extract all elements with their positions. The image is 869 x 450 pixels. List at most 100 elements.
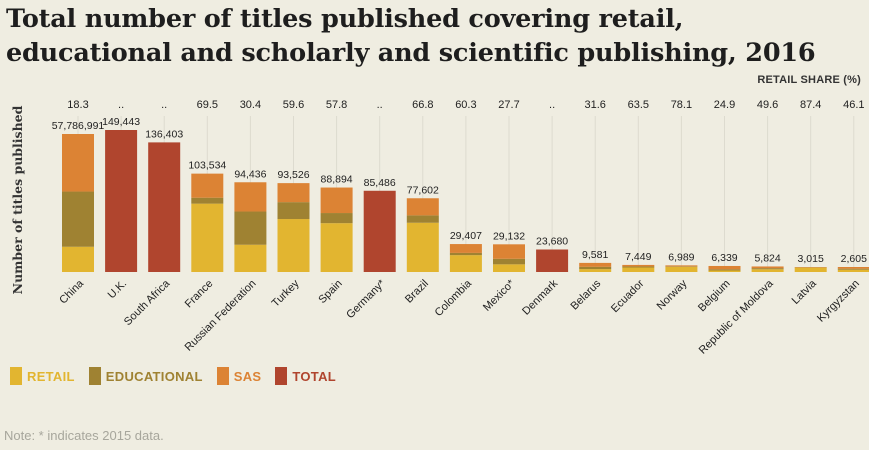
legend: RETAIL EDUCATIONAL SAS TOTAL <box>10 367 350 385</box>
total-label-france: 103,534 <box>188 160 226 172</box>
share-label-denmark: .. <box>549 99 555 111</box>
category-label-turkey: Turkey <box>270 277 302 309</box>
share-label-south-africa: .. <box>161 99 167 111</box>
chart-title-line-2: educational and scholarly and scientific… <box>6 38 816 68</box>
bar-sas-russian-federation <box>234 182 267 212</box>
bar-sas-belarus <box>579 262 612 267</box>
bar-total-germany <box>363 190 396 272</box>
category-label-u-k: U.K. <box>106 278 130 302</box>
bar-educational-spain <box>320 213 353 224</box>
legend-swatch-sas <box>216 367 229 385</box>
total-label-republic-of-moldova: 5,824 <box>754 252 780 264</box>
share-label-kyrgyzstan: 46.1 <box>843 99 864 111</box>
bar-educational-kyrgyzstan <box>837 268 869 270</box>
total-label-belgium: 6,339 <box>711 252 737 264</box>
total-label-latvia: 3,015 <box>798 253 824 265</box>
bar-retail-turkey <box>277 219 310 272</box>
category-label-china: China <box>57 277 86 306</box>
total-label-china: 57,786,991 <box>52 120 105 132</box>
bar-total-south-africa <box>148 142 181 272</box>
bar-educational-mexico <box>493 258 525 265</box>
bar-educational-colombia <box>449 252 482 256</box>
bar-sas-france <box>191 173 224 198</box>
category-label-france: France <box>183 278 216 311</box>
bar-sas-belgium <box>708 265 741 270</box>
bar-sas-ecuador <box>622 264 655 267</box>
share-label-turkey: 59.6 <box>283 99 304 111</box>
bar-retail-brazil <box>406 222 439 272</box>
legend-item-retail: RETAIL <box>10 367 75 385</box>
legend-label-sas: SAS <box>233 368 262 384</box>
legend-swatch-retail <box>10 367 22 385</box>
legend-item-sas: SAS <box>216 367 262 385</box>
bar-retail-colombia <box>449 255 482 272</box>
bar-sas-mexico <box>493 244 525 259</box>
bar-educational-turkey <box>277 202 310 220</box>
bar-retail-kyrgyzstan <box>837 269 869 272</box>
bar-retail-belgium <box>708 270 741 272</box>
bar-educational-france <box>191 197 224 204</box>
chart-title-line-1: Total number of titles published coverin… <box>6 4 684 34</box>
category-label-russian-federation: Russian Federation <box>183 278 259 354</box>
bar-educational-belarus <box>579 266 612 270</box>
share-label-republic-of-moldova: 49.6 <box>757 99 778 111</box>
share-label-russian-federation: 30.4 <box>240 99 261 111</box>
category-label-norway: Norway <box>655 277 690 312</box>
share-label-germany: .. <box>377 99 383 111</box>
bar-total-denmark <box>536 249 569 272</box>
total-label-norway: 6,989 <box>668 251 694 263</box>
total-label-south-africa: 136,403 <box>145 128 183 140</box>
category-label-mexico: Mexico* <box>481 277 518 314</box>
share-label-brazil: 66.8 <box>412 99 433 111</box>
bar-sas-turkey <box>277 183 310 203</box>
category-label-republic-of-moldova: Republic of Moldova <box>697 277 777 357</box>
share-label-norway: 78.1 <box>671 99 692 111</box>
bar-sas-kyrgyzstan <box>837 267 869 269</box>
bar-sas-norway <box>665 265 698 267</box>
bar-educational-russian-federation <box>234 211 267 245</box>
category-label-spain: Spain <box>316 278 344 306</box>
share-label-france: 69.5 <box>197 99 218 111</box>
bar-retail-norway <box>665 266 698 272</box>
bar-sas-spain <box>320 187 353 214</box>
total-label-denmark: 23,680 <box>536 235 568 247</box>
chart-title: Total number of titles published coverin… <box>6 2 866 70</box>
y-axis-label: Number of titles published <box>10 105 25 294</box>
share-label-colombia: 60.3 <box>455 99 476 111</box>
total-label-belarus: 9,581 <box>582 249 608 261</box>
retail-share-heading: RETAIL SHARE (%) <box>757 74 861 86</box>
legend-label-educational: EDUCATIONAL <box>105 368 203 384</box>
category-label-ecuador: Ecuador <box>609 277 647 315</box>
share-label-belarus: 31.6 <box>584 99 605 111</box>
total-label-turkey: 93,526 <box>277 169 309 181</box>
bar-retail-latvia <box>794 267 827 272</box>
bar-sas-republic-of-moldova <box>751 266 784 269</box>
category-label-kyrgyzstan: Kyrgyzstan <box>815 278 862 325</box>
bar-retail-france <box>191 203 224 272</box>
category-label-colombia: Colombia <box>433 277 475 319</box>
legend-item-total: TOTAL <box>275 367 336 385</box>
bar-retail-republic-of-moldova <box>751 269 784 272</box>
bar-educational-ecuador <box>622 266 655 268</box>
bar-educational-brazil <box>406 215 439 223</box>
category-label-brazil: Brazil <box>403 278 431 306</box>
footnote: Note: * indicates 2015 data. <box>4 428 164 443</box>
bar-sas-brazil <box>406 198 439 216</box>
bar-educational-belgium <box>708 269 741 271</box>
share-label-ecuador: 63.5 <box>628 99 649 111</box>
total-label-germany: 85,486 <box>364 177 396 189</box>
share-label-belgium: 24.9 <box>714 99 735 111</box>
share-label-spain: 57.8 <box>326 99 347 111</box>
total-label-kyrgyzstan: 2,605 <box>841 253 867 265</box>
total-label-spain: 88,894 <box>321 174 353 186</box>
legend-swatch-total <box>275 367 288 385</box>
total-label-brazil: 77,602 <box>407 184 439 196</box>
total-label-russian-federation: 94,436 <box>234 168 266 180</box>
share-label-china: 18.3 <box>67 99 88 111</box>
share-label-mexico: 27.7 <box>498 99 519 111</box>
bar-retail-russian-federation <box>234 244 267 272</box>
category-label-belarus: Belarus <box>568 277 603 312</box>
category-label-denmark: Denmark <box>520 277 560 317</box>
legend-label-retail: RETAIL <box>27 368 75 384</box>
